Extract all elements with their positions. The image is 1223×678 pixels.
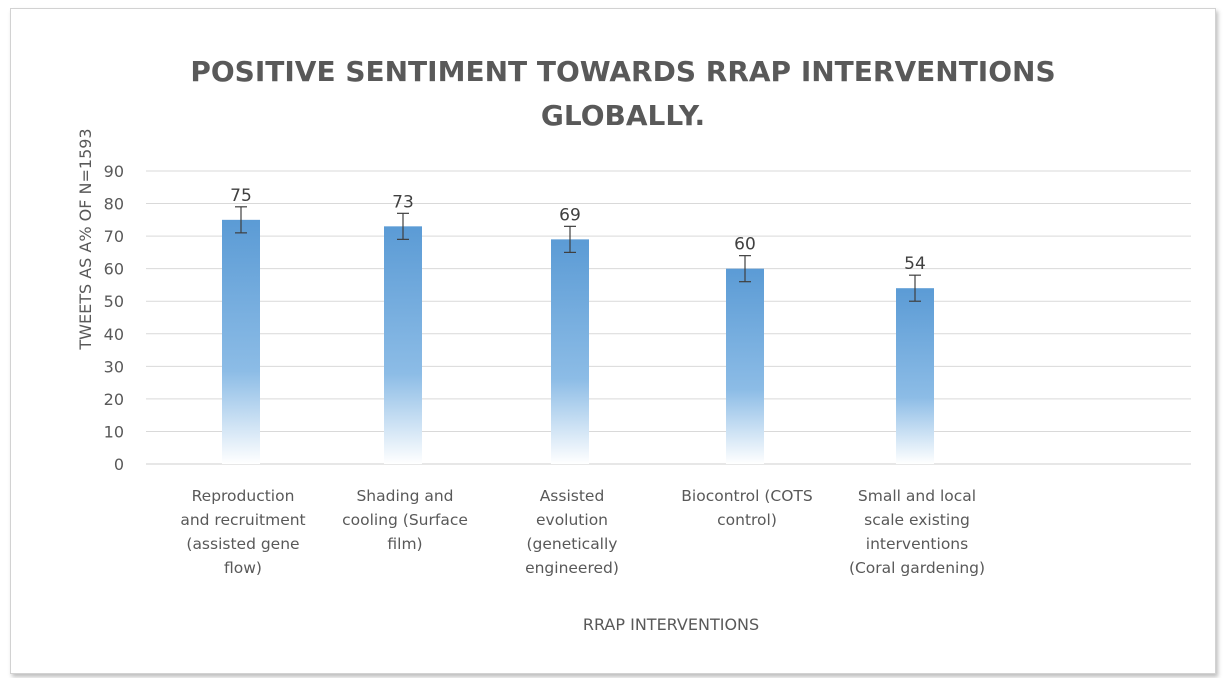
- bar: [384, 226, 422, 464]
- data-labels: 75 73 69 60 54: [230, 186, 926, 274]
- y-axis-ticks: 0 10 20 30 40 50 60 70 80 90: [104, 162, 124, 474]
- y-tick-label: 50: [104, 292, 124, 311]
- y-tick-label: 30: [104, 357, 124, 376]
- gridlines: [146, 170, 1191, 465]
- data-label: 60: [734, 235, 756, 255]
- x-category-label: Biocontrol (COTS control): [681, 487, 812, 529]
- y-tick-label: 0: [114, 455, 124, 474]
- y-tick-label: 20: [104, 390, 124, 409]
- y-tick-label: 70: [104, 227, 124, 246]
- bar: [726, 268, 764, 464]
- chart-title: POSITIVE SENTIMENT TOWARDS RRAP INTERVEN…: [190, 55, 1055, 132]
- x-category-label: Small and local scale existing interventio…: [849, 487, 985, 577]
- x-category-label: Assisted evolution (genetically engineered): [525, 487, 619, 577]
- y-tick-label: 80: [104, 195, 124, 214]
- x-axis-categories: Reproduction and recruitment (assisted gen…: [180, 487, 985, 577]
- y-tick-label: 10: [104, 422, 124, 441]
- chart-title-line-2: GLOBALLY.: [541, 99, 705, 132]
- chart: POSITIVE SENTIMENT TOWARDS RRAP INTERVEN…: [76, 55, 1191, 634]
- x-category-label: Reproduction and recruitment (assisted gen…: [180, 487, 305, 577]
- x-axis-label: RRAP INTERVENTIONS: [583, 615, 759, 634]
- x-category-label: Shading and cooling (Surface film): [342, 487, 468, 553]
- data-label: 54: [904, 254, 926, 274]
- y-tick-label: 40: [104, 325, 124, 344]
- bars: [222, 219, 934, 464]
- y-tick-label: 60: [104, 260, 124, 279]
- data-label: 73: [392, 192, 414, 212]
- data-label: 75: [230, 186, 252, 206]
- error-bars: [235, 206, 921, 302]
- bar: [896, 288, 934, 464]
- y-axis-label: TWEETS AS A% OF N=1593: [76, 128, 95, 350]
- y-tick-label: 90: [104, 162, 124, 181]
- chart-title-line-1: POSITIVE SENTIMENT TOWARDS RRAP INTERVEN…: [190, 55, 1055, 88]
- bar: [551, 239, 589, 464]
- chart-frame: POSITIVE SENTIMENT TOWARDS RRAP INTERVEN…: [10, 8, 1216, 674]
- data-label: 69: [559, 205, 581, 225]
- bar: [222, 219, 260, 464]
